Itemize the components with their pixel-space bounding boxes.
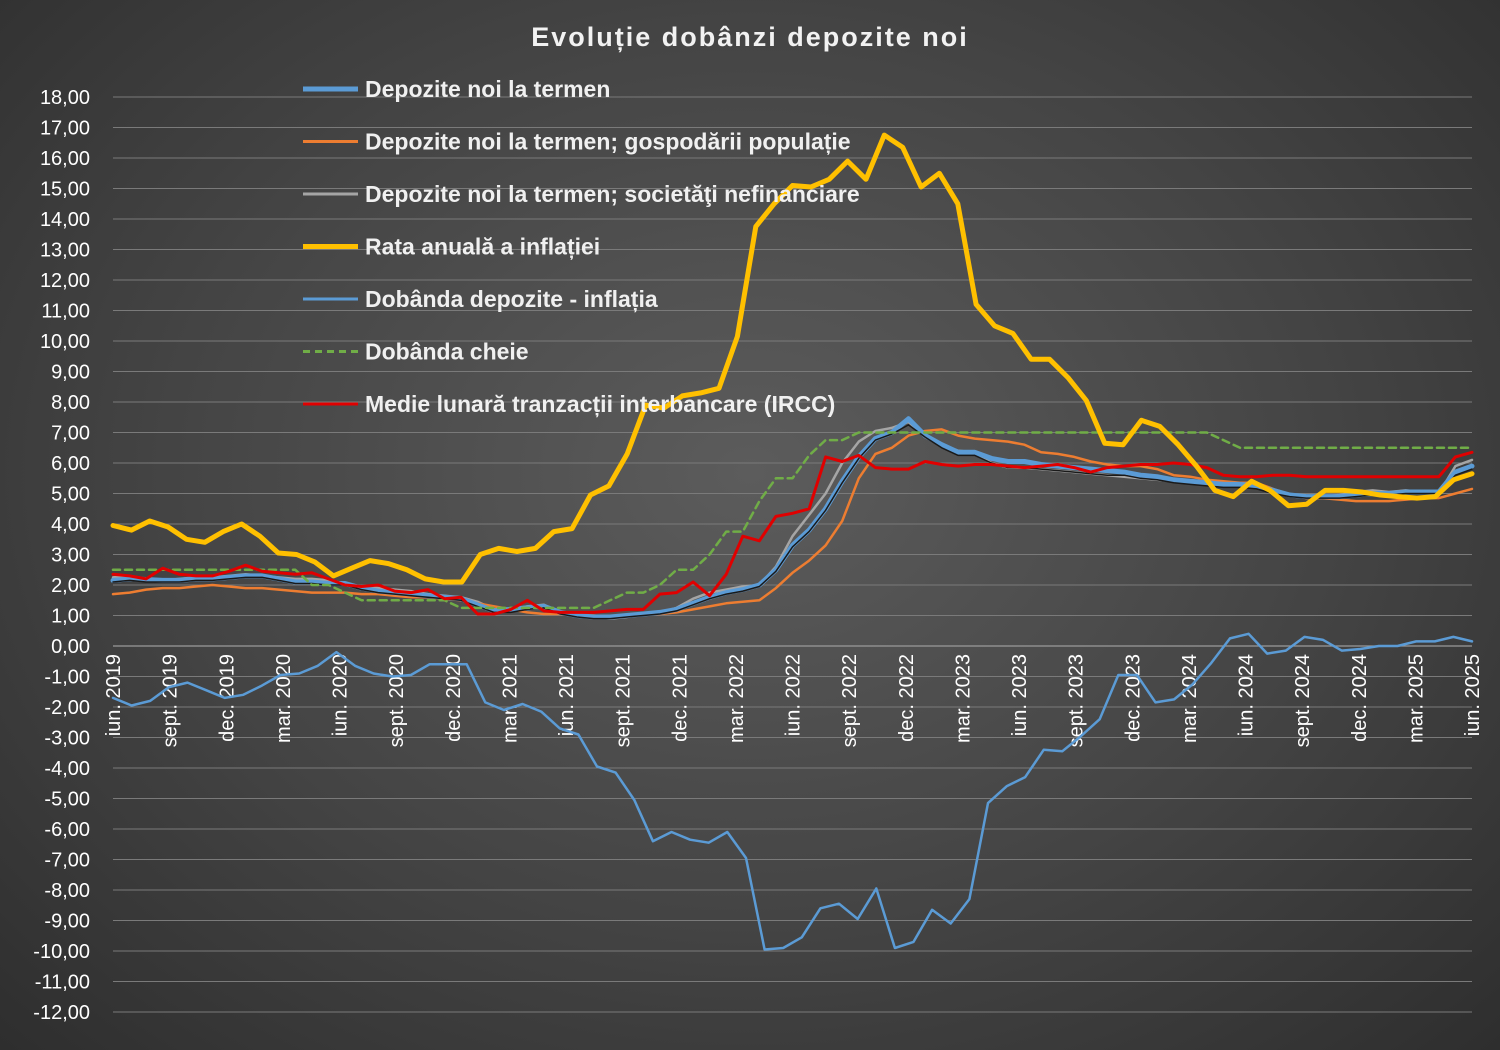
series-line bbox=[111, 632, 1474, 951]
series-line bbox=[111, 431, 1474, 610]
y-tick-label: -10,00 bbox=[33, 941, 90, 963]
x-tick-label: iun. 2024 bbox=[1236, 654, 1258, 736]
series-lines bbox=[110, 132, 1475, 951]
x-tick-label: iun. 2022 bbox=[783, 654, 805, 736]
y-tick-label: 13,00 bbox=[40, 240, 90, 262]
y-tick-label: 8,00 bbox=[51, 392, 90, 414]
x-tick-label: mar. 2025 bbox=[1405, 654, 1427, 743]
x-tick-label: dec. 2023 bbox=[1122, 654, 1144, 742]
y-tick-label: 1,00 bbox=[51, 606, 90, 628]
x-tick-label: sept. 2021 bbox=[613, 654, 635, 747]
grid bbox=[113, 96, 1472, 1013]
legend-label: Dobânda cheie bbox=[365, 339, 529, 365]
y-tick-label: -2,00 bbox=[44, 697, 90, 719]
y-tick-label: 16,00 bbox=[40, 148, 90, 170]
x-tick-label: iun. 2025 bbox=[1462, 654, 1484, 736]
x-tick-label: sept. 2020 bbox=[386, 654, 408, 747]
legend-label: Rata anuală a inflației bbox=[365, 234, 600, 261]
x-tick-label: iun. 2020 bbox=[330, 654, 352, 736]
y-tick-label: -8,00 bbox=[44, 880, 90, 902]
series-line bbox=[111, 450, 1474, 616]
series-line bbox=[112, 424, 1473, 620]
y-tick-label: 17,00 bbox=[40, 118, 90, 140]
y-tick-label: 6,00 bbox=[51, 453, 90, 475]
legend-label: Depozite noi la termen; societăţi nefina… bbox=[365, 181, 860, 207]
x-tick-label: sept. 2022 bbox=[839, 654, 861, 747]
y-tick-label: 12,00 bbox=[40, 270, 90, 292]
x-tick-label: iun. 2021 bbox=[556, 654, 578, 736]
x-tick-label: iun. 2019 bbox=[103, 654, 125, 736]
legend-label: Depozite noi la termen bbox=[365, 76, 610, 102]
x-tick-label: mar. 2022 bbox=[726, 654, 748, 743]
y-tick-label: 15,00 bbox=[40, 179, 90, 201]
y-tick-label: -4,00 bbox=[44, 758, 90, 780]
x-tick-label: sept. 2024 bbox=[1292, 654, 1314, 747]
series-line bbox=[111, 420, 1474, 620]
x-tick-label: mar. 2024 bbox=[1179, 654, 1201, 743]
series-line bbox=[110, 132, 1475, 585]
y-tick-label: 2,00 bbox=[51, 575, 90, 597]
series-line bbox=[111, 428, 1474, 619]
legend-label: Medie lunară tranzacții interbancare (IR… bbox=[365, 391, 835, 418]
x-tick-label: dec. 2021 bbox=[669, 654, 691, 742]
chart-title: Evoluție dobânzi depozite noi bbox=[531, 22, 969, 52]
y-tick-label: -1,00 bbox=[44, 667, 90, 689]
x-tick-label: dec. 2022 bbox=[896, 654, 918, 742]
y-tick-label: -5,00 bbox=[44, 789, 90, 811]
legend: Depozite noi la termen Depozite noi la te… bbox=[303, 76, 860, 418]
x-axis-ticks: iun. 2019 sept. 2019 dec. 2019 mar. 2020 iun… bbox=[103, 654, 1484, 747]
legend-label: Dobânda depozite - inflația bbox=[365, 286, 658, 313]
y-tick-label: 3,00 bbox=[51, 545, 90, 567]
x-tick-label: mar. 2023 bbox=[952, 654, 974, 743]
y-tick-label: 11,00 bbox=[41, 301, 90, 323]
y-tick-label: -12,00 bbox=[33, 1002, 90, 1024]
y-tick-label: 5,00 bbox=[51, 484, 90, 506]
y-tick-label: -11,00 bbox=[35, 972, 90, 994]
y-tick-label: -9,00 bbox=[44, 911, 90, 933]
x-tick-label: mar. 2021 bbox=[499, 654, 521, 743]
y-tick-label: 9,00 bbox=[51, 362, 90, 384]
y-tick-label: 14,00 bbox=[40, 209, 90, 231]
y-tick-label: 18,00 bbox=[40, 87, 90, 109]
x-tick-label: mar. 2020 bbox=[273, 654, 295, 743]
legend-label: Depozite noi la termen; gospodării popul… bbox=[365, 129, 851, 156]
x-tick-label: dec. 2024 bbox=[1349, 654, 1371, 742]
y-tick-label: 10,00 bbox=[40, 331, 90, 353]
y-tick-label: 0,00 bbox=[51, 636, 90, 658]
y-tick-label: -3,00 bbox=[44, 728, 90, 750]
x-tick-label: sept. 2023 bbox=[1066, 654, 1088, 747]
y-tick-label: -6,00 bbox=[44, 819, 90, 841]
y-tick-label: -7,00 bbox=[44, 850, 90, 872]
y-axis-ticks: 18,00 17,00 16,00 15,00 14,00 13,00 12,00 11,00… bbox=[33, 87, 90, 1024]
y-tick-label: 4,00 bbox=[51, 514, 90, 536]
x-tick-label: iun. 2023 bbox=[1009, 654, 1031, 736]
x-tick-label: sept. 2019 bbox=[160, 654, 182, 747]
x-tick-label: dec. 2020 bbox=[443, 654, 465, 742]
y-tick-label: 7,00 bbox=[51, 423, 90, 445]
